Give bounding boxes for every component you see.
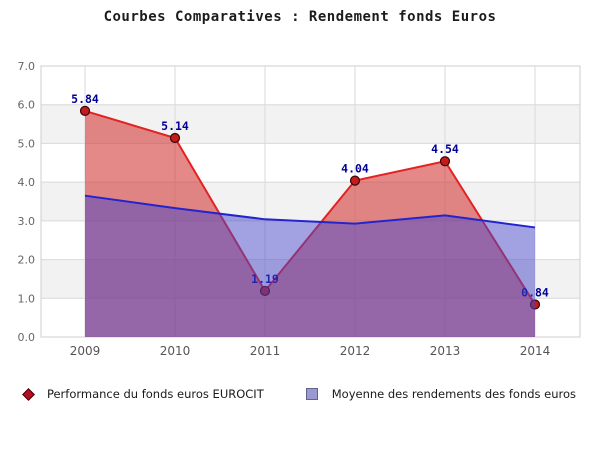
diamond-marker-icon xyxy=(22,387,35,401)
data-point-label: 5.14 xyxy=(161,119,189,133)
x-tick-label: 2011 xyxy=(250,344,281,358)
legend-item-moyenne[interactable]: Moyenne des rendements des fonds euros xyxy=(305,387,577,401)
series-moyenne-line xyxy=(84,194,536,229)
y-tick-label: 2.0 xyxy=(18,254,36,267)
x-tick-label: 2014 xyxy=(520,344,551,358)
x-tick-label: 2013 xyxy=(430,344,461,358)
data-point-label: 4.04 xyxy=(341,162,369,176)
y-tick-label: 5.0 xyxy=(18,137,36,150)
y-tick-label: 6.0 xyxy=(18,99,36,112)
x-tick-label: 2009 xyxy=(70,344,101,358)
data-point-marker xyxy=(349,175,361,186)
plot-area: 5.845.141.194.044.540.847.06.05.04.03.02… xyxy=(18,60,581,358)
x-tick-label: 2012 xyxy=(340,344,371,358)
y-tick-label: 7.0 xyxy=(18,60,36,73)
chart-title: Courbes Comparatives : Rendement fonds E… xyxy=(103,9,497,25)
y-tick-label: 1.0 xyxy=(18,292,36,305)
y-tick-label: 0.0 xyxy=(18,331,36,344)
legend-item-performance[interactable]: Performance du fonds euros EUROCIT xyxy=(22,387,264,401)
data-point-marker xyxy=(169,132,181,144)
data-point-label: 5.84 xyxy=(71,92,99,106)
data-point-label: 4.54 xyxy=(431,142,459,156)
x-tick-label: 2010 xyxy=(160,344,191,358)
y-tick-label: 3.0 xyxy=(18,215,36,228)
legend-label-performance: Performance du fonds euros EUROCIT xyxy=(46,387,264,401)
series-moyenne-area xyxy=(85,195,535,337)
data-point-marker xyxy=(439,156,451,167)
legend: Performance du fonds euros EUROCIT Moyen… xyxy=(0,387,600,401)
y-tick-label: 4.0 xyxy=(18,176,36,189)
data-point-marker xyxy=(79,105,91,117)
legend-label-moyenne: Moyenne des rendements des fonds euros xyxy=(331,387,577,401)
square-marker-icon xyxy=(305,388,318,400)
